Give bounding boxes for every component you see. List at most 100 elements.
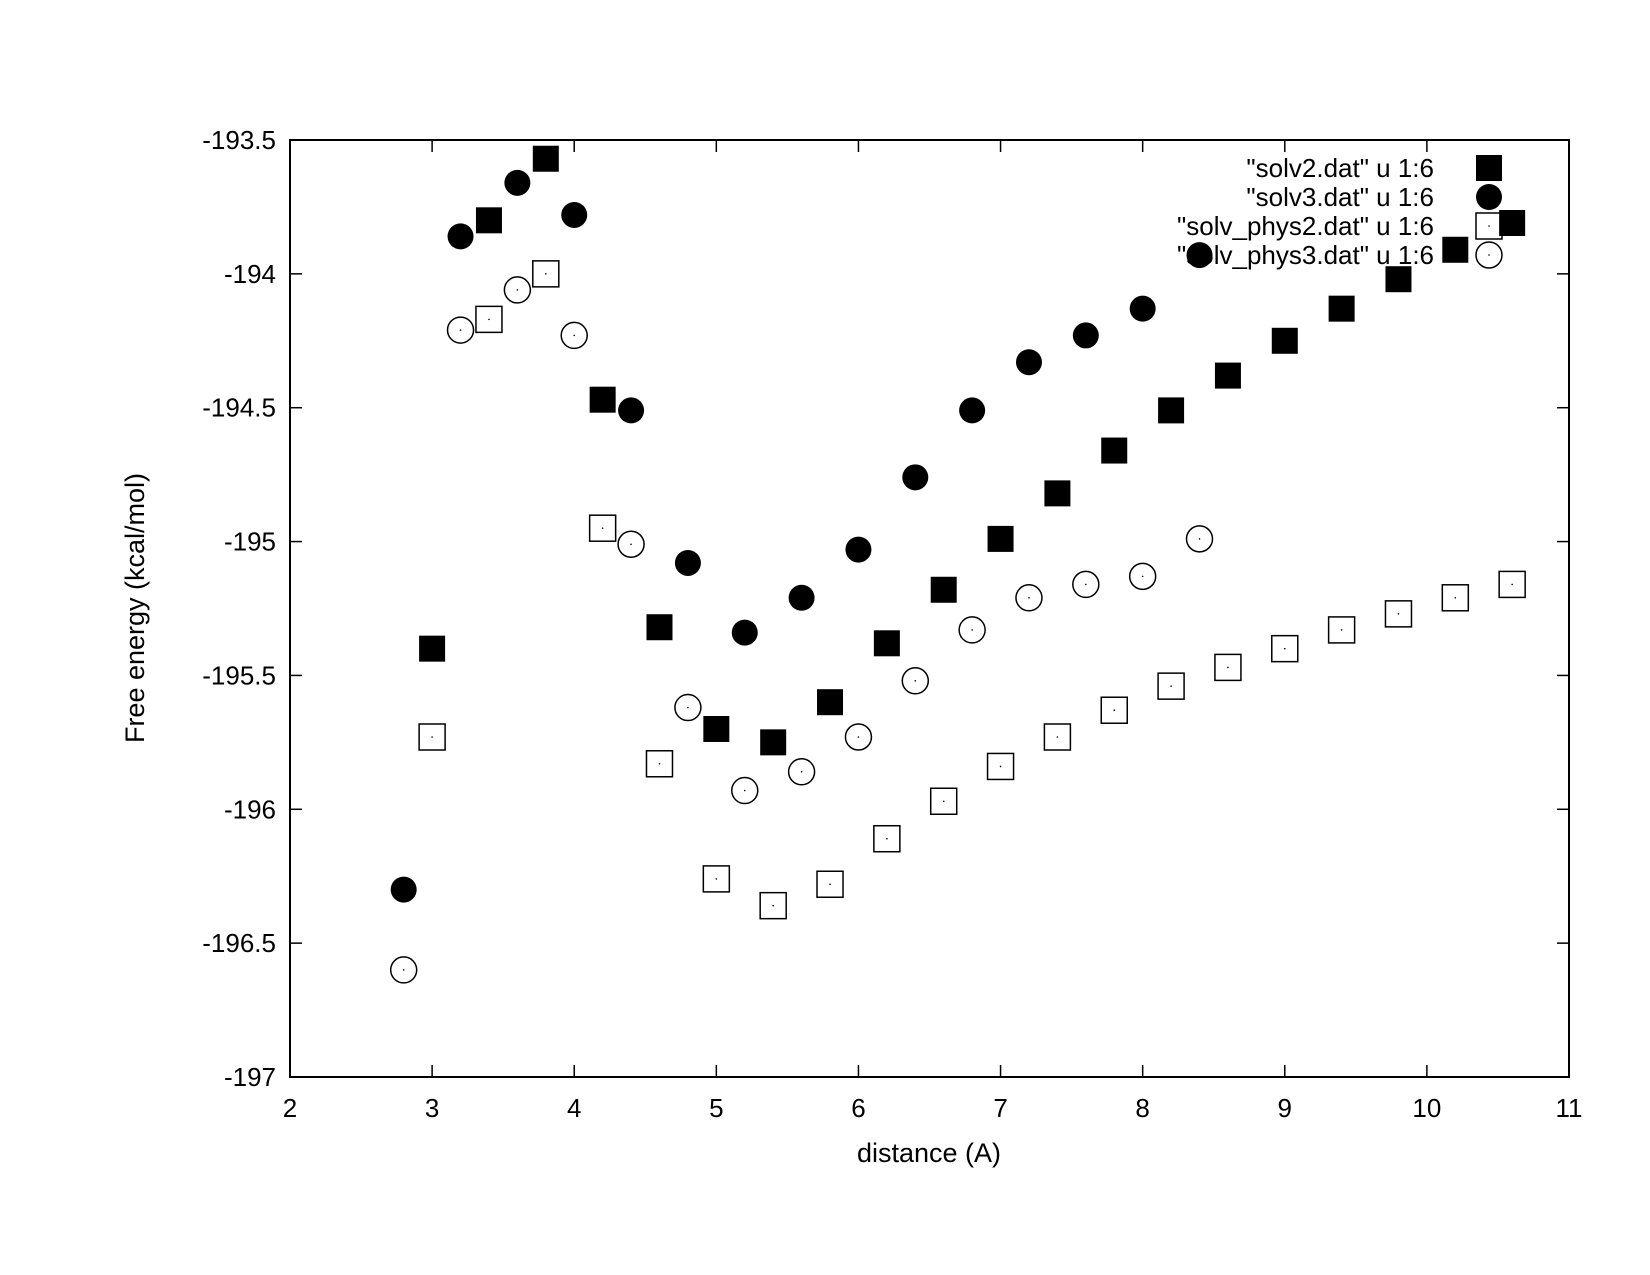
data-point [589, 386, 616, 413]
data-point [532, 145, 559, 172]
plot-frame [289, 139, 1570, 1078]
data-point [503, 276, 532, 304]
x-tick-label: 6 [851, 1093, 865, 1123]
data-point [1327, 616, 1356, 644]
x-tick-label: 10 [1412, 1093, 1441, 1123]
legend-marker [1476, 155, 1502, 181]
legend-label: "solv3.dat" u 1:6 [1246, 182, 1434, 212]
data-point [760, 729, 787, 756]
data-point [1128, 562, 1157, 591]
series-2 [390, 169, 1213, 903]
legend-marker [1475, 212, 1503, 240]
data-point [1101, 437, 1128, 464]
y-axis-label: Free energy (kcal/mol) [120, 473, 150, 743]
legend: "solv2.dat" u 1:6"solv3.dat" u 1:6"solv_… [1177, 153, 1503, 270]
data-point [1384, 600, 1413, 628]
data-point [588, 514, 617, 542]
data-point [1271, 327, 1298, 354]
data-point [1498, 570, 1526, 599]
data-point [1044, 480, 1071, 507]
data-point [873, 630, 900, 657]
data-series [389, 145, 1526, 984]
data-point [1271, 634, 1299, 663]
data-point [475, 207, 502, 234]
data-point [987, 525, 1014, 552]
data-point [1100, 696, 1128, 724]
x-tick-label: 11 [1556, 1093, 1583, 1123]
data-point [1442, 236, 1469, 263]
data-point [674, 549, 701, 576]
y-tick-label: -194 [224, 259, 276, 289]
x-tick-label: 7 [993, 1093, 1007, 1123]
data-point [1015, 584, 1043, 612]
data-point [674, 693, 702, 722]
data-point [787, 758, 816, 786]
x-tick-label: 8 [1135, 1093, 1149, 1123]
data-point [645, 750, 674, 778]
y-tick-label: -195.5 [202, 660, 276, 690]
data-point [646, 614, 673, 641]
legend-marker [1476, 184, 1502, 210]
data-point [1157, 672, 1185, 700]
data-point [1385, 266, 1412, 293]
x-tick-label: 2 [283, 1093, 297, 1123]
y-tick-label: -193.5 [202, 125, 276, 155]
data-point [817, 689, 844, 716]
data-point [1328, 295, 1355, 322]
data-point [446, 316, 475, 344]
series-3 [418, 260, 1526, 920]
data-point [447, 223, 474, 250]
y-tick-label: -195 [224, 527, 276, 557]
data-point [504, 169, 531, 196]
data-point [901, 667, 930, 695]
legend-label: "solv_phys3.dat" u 1:6 [1177, 240, 1434, 270]
data-point [1214, 362, 1241, 389]
legend-marker [1475, 241, 1503, 269]
data-point [731, 776, 759, 805]
y-tick-label: -194.5 [202, 393, 276, 423]
data-point [959, 397, 986, 424]
data-point [532, 260, 560, 288]
data-point [902, 464, 929, 491]
data-point [873, 824, 901, 853]
data-point [389, 956, 418, 984]
data-point [1015, 349, 1042, 376]
data-point [958, 616, 986, 644]
data-point [788, 584, 815, 611]
data-point [1499, 209, 1526, 236]
data-point [419, 635, 446, 662]
x-axis-label: distance (A) [857, 1138, 1001, 1168]
data-point [560, 321, 588, 350]
series-4 [389, 276, 1214, 984]
series-1 [419, 145, 1526, 756]
x-tick-label: 5 [709, 1093, 723, 1123]
data-point [390, 876, 417, 903]
data-point [930, 576, 957, 603]
y-axis: -197 -196.5 -196 -195.5 -195 -194.5 -194 -193.5 [202, 125, 1569, 1092]
data-point [703, 715, 730, 742]
data-point [731, 619, 758, 646]
data-point [1186, 242, 1213, 269]
data-point [561, 201, 588, 228]
data-point [1072, 322, 1099, 349]
data-point [418, 723, 446, 751]
data-point [845, 536, 872, 563]
data-point [1129, 295, 1156, 322]
y-tick-label: -197 [224, 1062, 276, 1092]
data-point [702, 865, 731, 893]
legend-label: "solv_phys2.dat" u 1:6 [1177, 211, 1434, 241]
x-tick-label: 9 [1278, 1093, 1292, 1123]
data-point [618, 397, 645, 424]
x-tick-label: 4 [567, 1093, 581, 1123]
data-point [1043, 723, 1072, 751]
data-point [844, 723, 873, 751]
data-point [759, 891, 787, 920]
legend-label: "solv2.dat" u 1:6 [1246, 153, 1434, 183]
data-point [1185, 525, 1214, 553]
data-point [1158, 397, 1185, 424]
y-tick-label: -196 [224, 794, 276, 824]
y-tick-label: -196.5 [202, 928, 276, 958]
data-point [929, 787, 958, 816]
data-point [475, 305, 503, 334]
